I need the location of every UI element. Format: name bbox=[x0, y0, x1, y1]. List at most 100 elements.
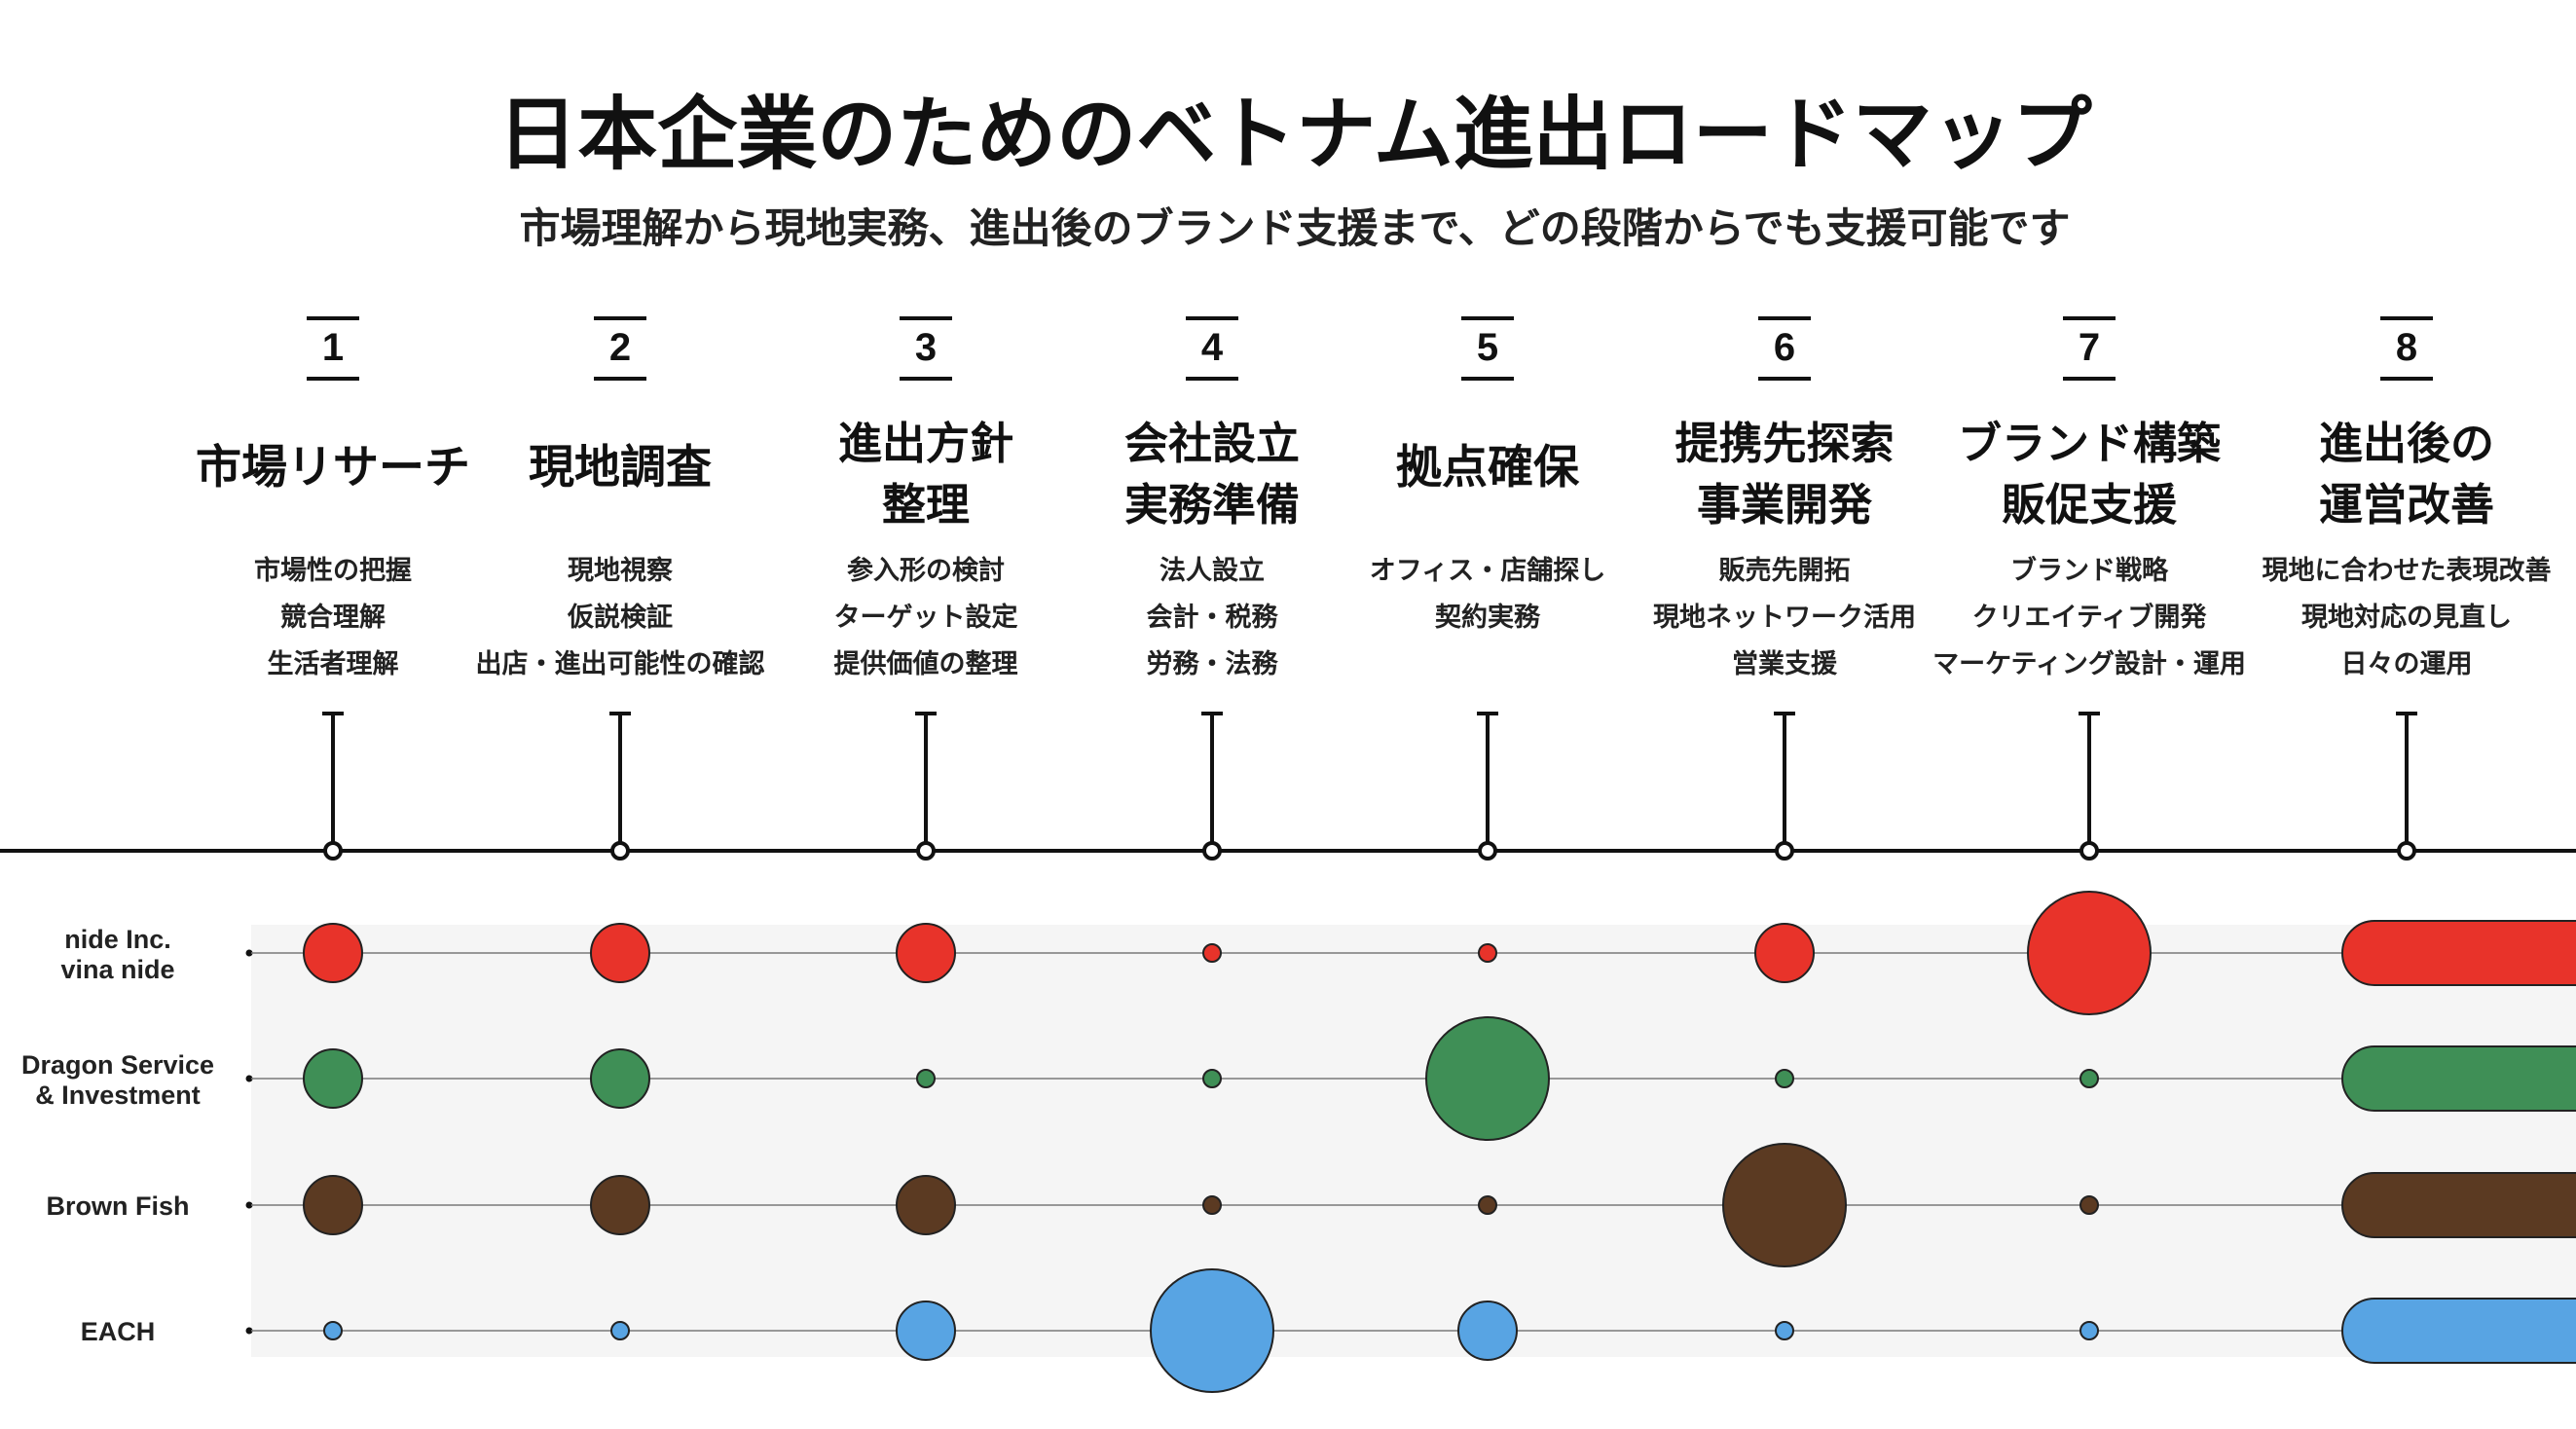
step-item: 現地対応の見直し bbox=[2301, 602, 2512, 633]
step-title-line: 実務準備 bbox=[1124, 479, 1300, 531]
involvement-bubble bbox=[896, 1301, 956, 1361]
involvement-bubble bbox=[1202, 943, 1222, 963]
involvement-bubble bbox=[1202, 1069, 1222, 1088]
involvement-bubble bbox=[2079, 1195, 2099, 1215]
step-item: ターゲット設定 bbox=[834, 602, 1018, 633]
step-item: 営業支援 bbox=[1732, 648, 1838, 679]
involvement-bubble bbox=[1478, 943, 1497, 963]
timeline-node bbox=[2079, 841, 2099, 861]
step-number: 5 bbox=[1477, 326, 1498, 369]
involvement-bubble bbox=[1775, 1069, 1794, 1088]
step-item: 参入形の検討 bbox=[847, 555, 1005, 586]
step-title-line: 事業開発 bbox=[1697, 479, 1873, 531]
row-start-dot bbox=[245, 1201, 253, 1209]
step-title-line: 提携先探索 bbox=[1674, 418, 1894, 469]
involvement-bubble bbox=[1425, 1016, 1550, 1141]
step-title-line: 会社設立 bbox=[1124, 418, 1300, 469]
step-title-line: 運営改善 bbox=[2319, 479, 2494, 531]
step-item: 現地ネットワーク活用 bbox=[1653, 603, 1916, 633]
involvement-bubble bbox=[590, 1048, 650, 1109]
step-item: 現地に合わせた表現改善 bbox=[2263, 555, 2552, 586]
timeline-node bbox=[916, 841, 936, 861]
step-item: 販売先開拓 bbox=[1719, 556, 1851, 586]
ongoing-support-bar bbox=[2341, 1172, 2576, 1238]
involvement-bubble bbox=[303, 1175, 363, 1235]
ongoing-support-bar bbox=[2341, 1298, 2576, 1364]
step-title-line: 販促支援 bbox=[2002, 479, 2178, 531]
step-item: 労務・法務 bbox=[1147, 649, 1279, 679]
involvement-bubble bbox=[2027, 891, 2152, 1015]
timeline-node bbox=[2397, 841, 2416, 861]
involvement-bubble bbox=[2079, 1069, 2099, 1088]
step-item: オフィス・店舗探し bbox=[1370, 556, 1605, 586]
timeline-node bbox=[1202, 841, 1222, 861]
page-title: 日本企業のためのベトナム進出ロードマップ bbox=[497, 89, 2092, 181]
step-item: 仮説検証 bbox=[567, 602, 673, 633]
page-subtitle: 市場理解から現地実務、進出後のブランド支援まで、どの段階からでも支援可能です bbox=[519, 204, 2070, 252]
step-item: マーケティング設計・運用 bbox=[1932, 648, 2246, 679]
involvement-bubble bbox=[1722, 1143, 1847, 1267]
step-number: 2 bbox=[609, 326, 631, 369]
involvement-bubble bbox=[323, 1321, 343, 1340]
step-item: ブランド戦略 bbox=[2010, 555, 2169, 586]
company-label: EACH bbox=[81, 1317, 156, 1346]
involvement-bubble bbox=[1478, 1195, 1497, 1215]
timeline-node bbox=[1478, 841, 1497, 861]
company-row: Brown Fish bbox=[47, 1143, 2576, 1267]
involvement-bubble bbox=[303, 1048, 363, 1109]
step-item: 提供価値の整理 bbox=[834, 649, 1018, 679]
step-item: クリエイティブ開発 bbox=[1972, 602, 2208, 633]
step-title: 拠点確保 bbox=[1396, 441, 1580, 495]
company-label: & Investment bbox=[35, 1081, 201, 1110]
row-start-dot bbox=[245, 949, 253, 957]
step-item: 会計・税務 bbox=[1147, 602, 1279, 633]
company-label: Dragon Service bbox=[21, 1050, 214, 1080]
ongoing-support-bar bbox=[2341, 1045, 2576, 1112]
company-label: Brown Fish bbox=[47, 1191, 190, 1221]
company-label: nide Inc. bbox=[64, 925, 171, 954]
step-item: 競合理解 bbox=[280, 602, 386, 633]
step-title: 市場リサーチ bbox=[196, 441, 470, 495]
timeline-node bbox=[323, 841, 343, 861]
step-item: 日々の運用 bbox=[2341, 649, 2473, 679]
involvement-bubble bbox=[2079, 1321, 2099, 1340]
involvement-bubble bbox=[610, 1321, 630, 1340]
involvement-bubble bbox=[590, 1175, 650, 1235]
step-number: 3 bbox=[915, 326, 937, 369]
company-label: vina nide bbox=[60, 955, 174, 984]
row-start-dot bbox=[245, 1075, 253, 1082]
step-item: 市場性の把握 bbox=[254, 555, 412, 586]
involvement-bubble bbox=[1150, 1268, 1274, 1393]
company-row: EACH bbox=[81, 1268, 2576, 1393]
step-item: 現地視察 bbox=[568, 555, 674, 586]
step-title-line: 進出後の bbox=[2319, 418, 2494, 469]
step-number: 6 bbox=[1774, 326, 1795, 369]
involvement-bubble bbox=[1457, 1301, 1518, 1361]
step-item: 出店・進出可能性の確認 bbox=[476, 648, 765, 679]
step-number: 8 bbox=[2396, 326, 2417, 369]
companies-layer: nide Inc.vina nide Dragon Service& Invest… bbox=[21, 891, 2576, 1393]
involvement-bubble bbox=[1202, 1195, 1222, 1215]
step-item: 生活者理解 bbox=[268, 649, 399, 679]
step-number: 1 bbox=[322, 326, 344, 369]
ongoing-support-bar bbox=[2341, 920, 2576, 986]
involvement-bubble bbox=[916, 1069, 936, 1088]
step-item: 契約実務 bbox=[1435, 602, 1541, 633]
step-number: 7 bbox=[2079, 326, 2100, 369]
involvement-bubble bbox=[896, 1175, 956, 1235]
company-band bbox=[251, 925, 2576, 1357]
step-number: 4 bbox=[1201, 326, 1224, 369]
involvement-bubble bbox=[590, 923, 650, 983]
step-title-line: 進出方針 bbox=[838, 418, 1013, 469]
involvement-bubble bbox=[1754, 923, 1815, 983]
